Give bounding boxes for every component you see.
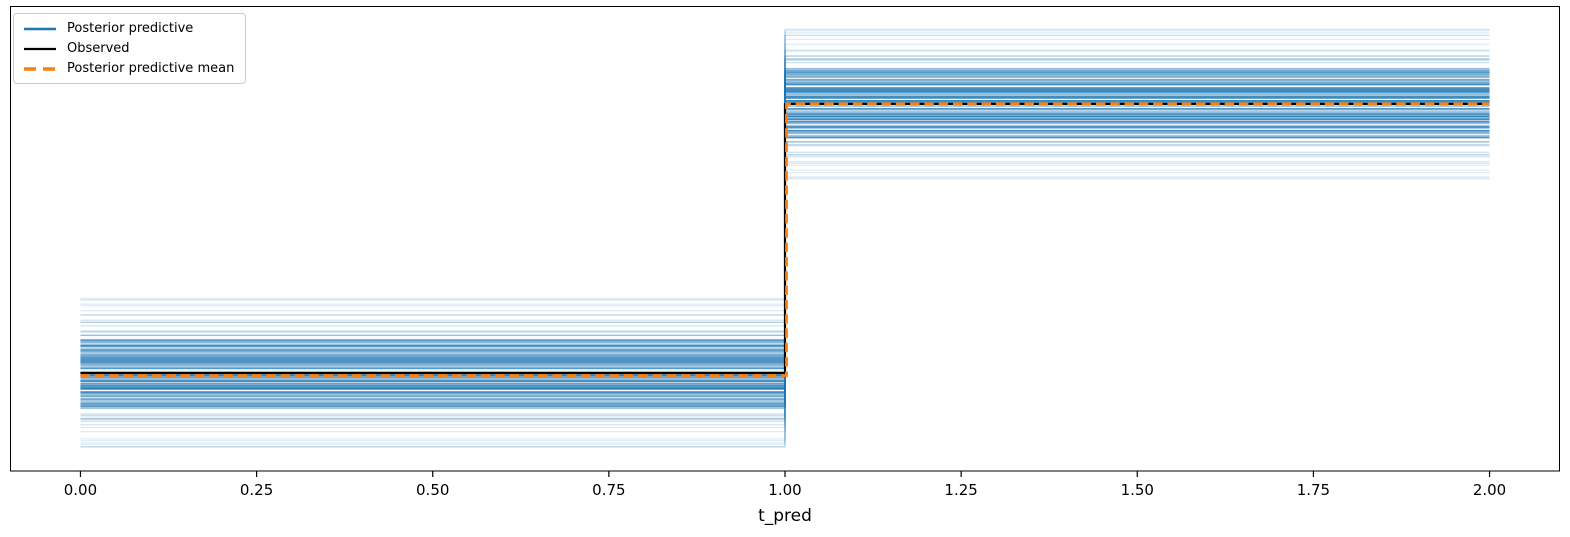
posterior-predictive-line-sample-icon (24, 27, 56, 30)
legend-item-posterior-predictive-mean: Posterior predictive mean (23, 61, 234, 76)
x-tick-label: 0.75 (592, 481, 625, 499)
x-tick-label: 0.00 (64, 481, 97, 499)
posterior-predictive-mean-line-sample-icon (24, 66, 56, 71)
x-tick-label: 1.00 (768, 481, 801, 499)
x-tick-label: 2.00 (1473, 481, 1506, 499)
legend-label: Posterior predictive (67, 21, 194, 36)
legend-item-posterior-predictive: Posterior predictive (23, 21, 234, 36)
legend: Posterior predictive Observed Posterior … (13, 13, 247, 84)
observed-line-sample-icon (24, 47, 56, 50)
x-tick-label: 1.50 (1121, 481, 1154, 499)
legend-item-observed: Observed (23, 41, 234, 56)
x-tick-label: 0.25 (240, 481, 273, 499)
legend-label: Observed (67, 41, 130, 56)
x-tick-label: 1.25 (944, 481, 977, 499)
observed-line (80, 102, 1490, 375)
x-axis-label: t_pred (758, 506, 812, 526)
x-axis-ticks: 0.00 0.25 0.50 0.75 1.00 1.25 1.50 1.75 2.00 (64, 471, 1506, 499)
x-tick-label: 0.50 (416, 481, 449, 499)
legend-label: Posterior predictive mean (67, 61, 235, 76)
x-tick-label: 1.75 (1297, 481, 1330, 499)
